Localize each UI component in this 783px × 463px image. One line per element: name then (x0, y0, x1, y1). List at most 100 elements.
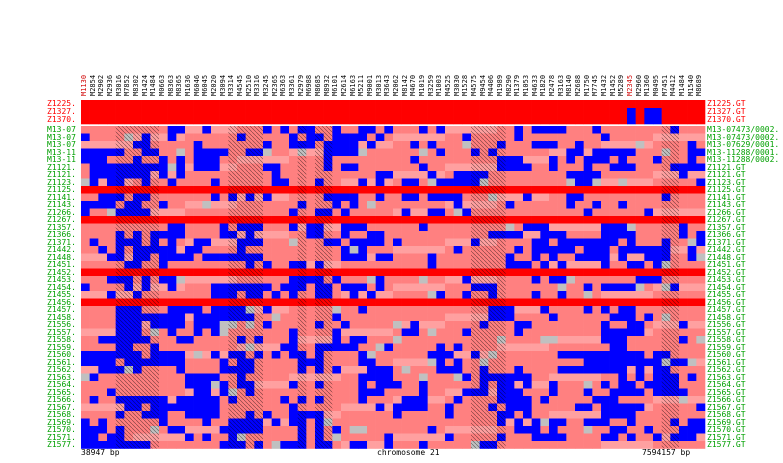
sample-label-right[interactable]: Z1567.GT (707, 403, 746, 412)
sample-label-right[interactable]: Z1458.GT (707, 313, 746, 322)
sample-label-right[interactable]: Z1568.GT (707, 411, 746, 419)
sample-label-left[interactable]: Z1570. (47, 426, 76, 434)
genotype-cell (185, 100, 194, 109)
genotype-cell (531, 163, 541, 172)
sample-label-right[interactable]: Z1455.GT (707, 291, 746, 299)
sample-label-right[interactable]: Z1141.GT (707, 193, 746, 202)
sample-label-left[interactable]: Z1457. (47, 306, 76, 314)
sample-label-right[interactable]: Z1453.GT (707, 276, 746, 284)
sample-label-left[interactable]: Z1568. (47, 411, 76, 419)
sample-label-left[interactable]: Z1561. (47, 358, 76, 367)
sample-label-right[interactable]: Z1454.GT (707, 283, 746, 292)
sample-label-left[interactable]: Z1143. (47, 201, 76, 209)
sample-label-left[interactable]: M13-07 (47, 126, 76, 134)
sample-label-right[interactable]: Z1327.GT (707, 108, 746, 116)
sample-label-left[interactable]: Z1566. (47, 396, 76, 404)
sample-label-right[interactable]: Z1558.GT (707, 336, 746, 344)
sample-label-right[interactable]: Z1563.GT (707, 373, 746, 382)
sample-label-right[interactable]: Z1559.GT (707, 343, 746, 352)
sample-label-left[interactable]: Z1125. (47, 186, 76, 194)
sample-label-right[interactable]: Z1371.GT (707, 238, 746, 247)
sample-label-left[interactable]: Z1266. (47, 208, 76, 217)
sample-label-right[interactable]: Z1561.GT (707, 358, 746, 367)
sample-label-right[interactable]: Z1452.GT (707, 268, 746, 277)
sample-label-left[interactable]: Z1565. (47, 388, 76, 397)
sample-label-left[interactable]: Z1567. (47, 403, 76, 412)
sample-label-right[interactable]: M13-07629/0001. (707, 141, 780, 149)
sample-label-right[interactable]: M13-11288/0001. (707, 148, 780, 157)
sample-label-right[interactable]: Z1370.GT (707, 116, 746, 124)
sample-label-right[interactable]: Z1571.GT (707, 433, 746, 442)
sample-label-left[interactable]: Z1563. (47, 373, 76, 382)
genotype-cell (679, 321, 688, 329)
sample-label-right[interactable]: Z1451.GT (707, 261, 746, 269)
sample-label-left[interactable]: Z1456. (47, 298, 76, 307)
sample-label-left[interactable]: Z1121. (47, 171, 76, 179)
sample-label-left[interactable]: Z1267. (47, 216, 76, 224)
sample-label-right[interactable]: Z1366.GT (707, 231, 746, 239)
sample-label-left[interactable]: Z1577. (47, 441, 76, 449)
sample-label-left[interactable]: Z1448. (47, 253, 76, 262)
sample-label-left[interactable]: Z1225. (47, 100, 76, 108)
sample-label-left[interactable]: Z1562. (47, 366, 76, 374)
sample-label-right[interactable]: Z1570.GT (707, 426, 746, 434)
sample-label-left[interactable]: M13-07 (47, 133, 76, 142)
sample-label-right[interactable]: Z1357.GT (707, 223, 746, 232)
sample-label-right[interactable]: Z1266.GT (707, 208, 746, 217)
sample-label-right[interactable]: Z1456.GT (707, 298, 746, 307)
sample-label-right[interactable]: Z1560.GT (707, 351, 746, 359)
sample-label-right[interactable]: Z1562.GT (707, 366, 746, 374)
sample-label-right[interactable]: Z1125.GT (707, 186, 746, 194)
sample-label-right[interactable]: Z1556.GT (707, 321, 746, 329)
sample-label-left[interactable]: Z1123. (47, 178, 76, 187)
genotype-cell (263, 100, 272, 109)
genotype-cell (81, 441, 90, 449)
sample-label-right[interactable]: Z1457.GT (707, 306, 746, 314)
sample-label-left[interactable]: Z1442. (47, 246, 76, 254)
sample-label-left[interactable]: Z1451. (47, 261, 76, 269)
sample-label-left[interactable]: Z1571. (47, 433, 76, 442)
sample-label-left[interactable]: Z1560. (47, 351, 76, 359)
sample-label-right[interactable]: Z1566.GT (707, 396, 746, 404)
sample-label-left[interactable]: Z1455. (47, 291, 76, 299)
sample-label-right[interactable]: Z1564.GT (707, 381, 746, 389)
sample-label-right[interactable]: M13-11288/0002. (707, 156, 780, 164)
sample-label-right[interactable]: M13-07473/0002. (707, 126, 780, 134)
sample-label-right[interactable]: Z1225.GT (707, 100, 746, 108)
sample-label-left[interactable]: Z1557. (47, 328, 76, 337)
sample-label-left[interactable]: Z1558. (47, 336, 76, 344)
sample-label-left[interactable]: Z1569. (47, 418, 76, 427)
sample-label-left[interactable]: Z1453. (47, 276, 76, 284)
sample-label-left[interactable]: Z1371. (47, 238, 76, 247)
genotype-cell (453, 253, 463, 262)
sample-label-right[interactable]: Z1557.GT (707, 328, 746, 337)
sample-label-left[interactable]: Z1327. (47, 108, 76, 116)
sample-label-left[interactable]: Z1141. (47, 193, 76, 202)
sample-label-right[interactable]: Z1123.GT (707, 178, 746, 187)
sample-label-left[interactable]: Z1357. (47, 223, 76, 232)
sample-label-left[interactable]: Z1452. (47, 268, 76, 277)
sample-label-left[interactable]: M13-07 (47, 141, 76, 149)
sample-label-left[interactable]: Z1121. (47, 163, 76, 172)
sample-label-right[interactable]: Z1569.GT (707, 418, 746, 427)
sample-label-left[interactable]: Z1559. (47, 343, 76, 352)
sample-label-left[interactable]: Z1366. (47, 231, 76, 239)
sample-label-left[interactable]: Z1454. (47, 283, 76, 292)
genotype-cell (445, 276, 454, 284)
sample-label-right[interactable]: Z1577.GT (707, 441, 746, 449)
sample-label-left[interactable]: Z1564. (47, 381, 76, 389)
sample-label-right[interactable]: Z1121.GT (707, 171, 746, 179)
sample-label-left[interactable]: Z1370. (47, 116, 76, 124)
sample-label-left[interactable]: M13-11 (47, 156, 76, 164)
sample-label-right[interactable]: Z1121.GT (707, 163, 746, 172)
sample-label-left[interactable]: Z1458. (47, 313, 76, 322)
sample-label-left[interactable]: Z1556. (47, 321, 76, 329)
sample-label-left[interactable]: M13-11 (47, 148, 76, 157)
sample-label-right[interactable]: Z1565.GT (707, 388, 746, 397)
sample-label-right[interactable]: Z1143.GT (707, 201, 746, 209)
genotype-cell (185, 441, 194, 449)
sample-label-right[interactable]: Z1442.GT (707, 246, 746, 254)
sample-label-right[interactable]: Z1448.GT (707, 253, 746, 262)
sample-label-right[interactable]: Z1267.GT (707, 216, 746, 224)
sample-label-right[interactable]: M13-07473/0002. (707, 133, 780, 142)
